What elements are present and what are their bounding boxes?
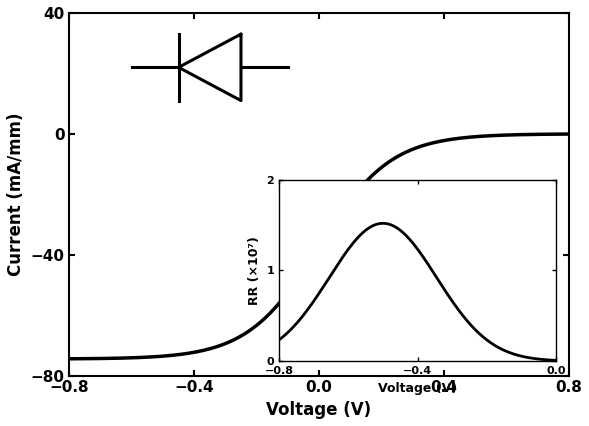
X-axis label: Voltage (V): Voltage (V) — [266, 401, 372, 419]
Y-axis label: Current (mA/mm): Current (mA/mm) — [7, 112, 25, 276]
